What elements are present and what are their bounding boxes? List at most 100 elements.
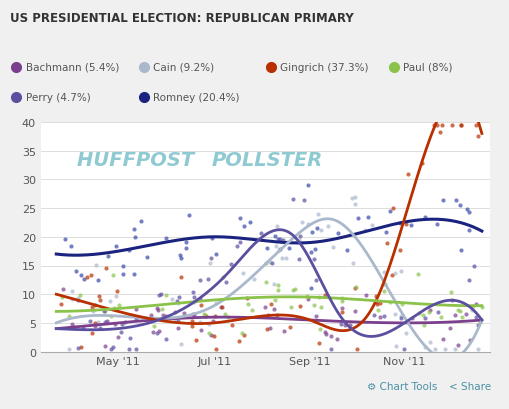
- Point: [396, 315, 404, 321]
- Point: [477, 304, 485, 310]
- Point: [210, 333, 218, 339]
- Point: [89, 308, 97, 315]
- Point: [227, 261, 235, 267]
- Point: [195, 296, 204, 302]
- Point: [395, 220, 404, 226]
- Point: [59, 286, 67, 292]
- Point: [455, 202, 463, 208]
- Point: [391, 343, 400, 349]
- Point: [103, 317, 111, 324]
- Point: [351, 195, 359, 201]
- Point: [420, 214, 428, 221]
- Point: [205, 321, 213, 327]
- Point: [201, 313, 209, 319]
- Point: [450, 312, 458, 319]
- Point: [343, 247, 351, 253]
- Point: [95, 293, 103, 299]
- Point: [162, 313, 170, 319]
- Point: [65, 346, 73, 352]
- Point: [457, 314, 465, 321]
- Point: [438, 197, 446, 203]
- Point: [396, 313, 404, 319]
- Point: [106, 346, 115, 352]
- Point: [417, 160, 425, 167]
- Point: [101, 319, 109, 326]
- Point: [130, 227, 138, 233]
- Point: [446, 289, 454, 296]
- Point: [348, 260, 356, 267]
- Point: [388, 205, 397, 212]
- Point: [303, 221, 311, 227]
- Point: [473, 346, 481, 352]
- Point: [174, 300, 182, 307]
- Point: [379, 270, 387, 276]
- Point: [126, 312, 134, 318]
- Point: [306, 285, 314, 292]
- Point: [275, 246, 283, 253]
- Point: [173, 318, 181, 324]
- Point: [381, 229, 389, 236]
- Point: [333, 230, 342, 236]
- Point: [425, 307, 433, 314]
- Point: [350, 285, 358, 292]
- Point: [351, 284, 359, 291]
- Point: [346, 322, 354, 328]
- Point: [274, 247, 282, 254]
- Point: [211, 346, 219, 352]
- Point: [261, 279, 269, 285]
- Point: [471, 314, 479, 321]
- Point: [167, 296, 175, 303]
- Point: [69, 324, 77, 330]
- Point: [74, 297, 82, 303]
- Point: [402, 330, 410, 337]
- Point: [306, 249, 315, 255]
- Point: [382, 240, 390, 246]
- Point: [67, 296, 75, 302]
- Text: Romney (20.4%): Romney (20.4%): [153, 93, 239, 103]
- Point: [337, 295, 346, 301]
- Point: [352, 346, 360, 352]
- Point: [263, 245, 271, 252]
- Point: [58, 294, 66, 301]
- Point: [76, 292, 84, 298]
- Text: Paul (8%): Paul (8%): [402, 63, 451, 72]
- Point: [340, 322, 348, 329]
- Point: [270, 233, 278, 240]
- Point: [309, 302, 318, 309]
- Point: [77, 272, 85, 278]
- Point: [149, 323, 157, 330]
- Point: [148, 329, 156, 336]
- Point: [131, 234, 139, 240]
- Point: [465, 337, 473, 343]
- Point: [240, 332, 248, 338]
- Point: [239, 270, 247, 276]
- Point: [228, 322, 236, 329]
- Point: [157, 291, 165, 297]
- Point: [387, 272, 395, 279]
- Point: [372, 293, 380, 299]
- Point: [279, 328, 288, 334]
- Point: [270, 306, 278, 313]
- Point: [260, 303, 268, 310]
- Point: [234, 338, 242, 344]
- Point: [119, 271, 127, 277]
- Point: [176, 255, 184, 261]
- Point: [211, 251, 219, 258]
- Point: [217, 304, 225, 311]
- Point: [413, 271, 421, 278]
- Point: [270, 297, 278, 303]
- Point: [111, 292, 120, 299]
- Point: [153, 330, 161, 337]
- Point: [129, 272, 137, 278]
- Point: [353, 216, 361, 222]
- Point: [208, 318, 216, 324]
- Point: [272, 223, 280, 229]
- Point: [189, 294, 197, 301]
- Point: [162, 235, 170, 241]
- Point: [268, 260, 276, 267]
- Point: [456, 122, 464, 129]
- Point: [74, 345, 82, 351]
- Point: [420, 344, 429, 350]
- Point: [153, 305, 161, 311]
- Point: [154, 307, 162, 314]
